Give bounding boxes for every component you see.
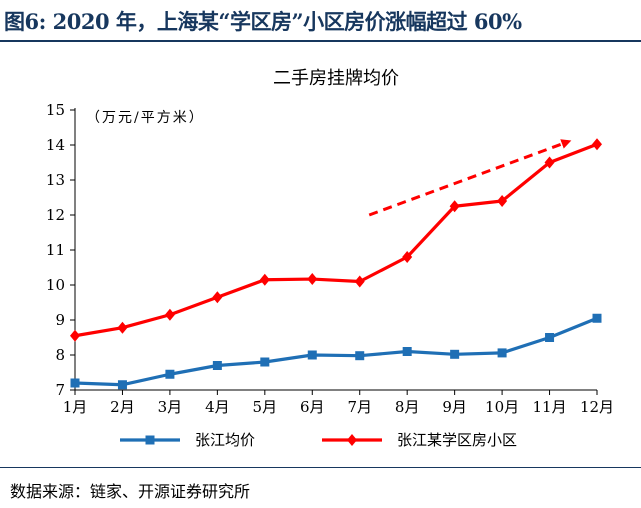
series-0: [70, 313, 602, 390]
x-tick-label: 10月: [485, 398, 519, 416]
data-point: [70, 329, 80, 342]
y-axis-unit-label: （万元/平方米）: [86, 110, 205, 126]
x-tick-label: 5月: [253, 398, 278, 416]
data-point: [70, 378, 80, 388]
x-tick-label: 2月: [110, 398, 135, 416]
data-point: [212, 361, 222, 370]
x-tick-label: 9月: [442, 398, 467, 416]
series-layer: [70, 138, 602, 390]
figure-title: 图6: 2020 年，上海某“学区房”小区房价涨幅超过 60%: [4, 9, 522, 34]
y-tick-label: 14: [46, 136, 65, 154]
data-point: [117, 380, 127, 390]
y-tick-label: 10: [46, 276, 65, 294]
x-tick-label: 12月: [580, 398, 614, 416]
data-point: [497, 348, 507, 358]
data-point: [354, 275, 365, 288]
y-tick-label: 15: [46, 101, 65, 119]
legend-label: 张江均价: [195, 431, 255, 449]
series-line: [74, 142, 598, 338]
y-tick-label: 11: [46, 241, 65, 259]
legend: 张江均价 张江某学区房小区: [120, 431, 517, 449]
data-point: [164, 308, 175, 321]
legend-item: 张江均价: [120, 431, 255, 449]
x-tick-label: 7月: [347, 398, 372, 416]
x-tick-label: 6月: [300, 398, 325, 416]
legend-label: 张江某学区房小区: [397, 431, 517, 449]
chart-title: 二手房挂牌均价: [273, 68, 399, 89]
data-point: [260, 357, 270, 367]
y-tick-label: 9: [55, 311, 65, 329]
x-tick-label: 1月: [63, 398, 88, 416]
x-tick-label: 11月: [532, 398, 566, 416]
data-point: [592, 138, 602, 151]
data-point: [402, 251, 413, 263]
data-point: [259, 273, 270, 286]
data-point: [212, 291, 223, 304]
legend-marker: [145, 435, 155, 445]
data-point: [497, 195, 508, 207]
x-tick-label: 8月: [395, 398, 420, 416]
trend-arrow-line: [368, 139, 572, 217]
data-point: [449, 200, 460, 213]
source-divider: [0, 467, 641, 468]
data-point: [545, 333, 555, 342]
y-tick-label: 8: [55, 346, 65, 364]
data-point: [307, 350, 317, 360]
legend-item: 张江某学区房小区: [322, 431, 517, 449]
trend-arrow: [368, 139, 572, 217]
source-note: 数据来源：链家、开源证券研究所: [10, 482, 251, 501]
data-point: [450, 349, 460, 359]
series-1: [70, 138, 602, 342]
data-point: [544, 156, 555, 169]
series-line: [74, 316, 598, 387]
data-point: [402, 347, 412, 356]
y-tick-label: 13: [46, 171, 65, 189]
axes: 7 8 9 10 11 12 13 14 15 1月 2月 3月 4月 5月 6月 7月 8月 9月 10月 11月 1…: [46, 101, 614, 416]
title-divider: [0, 40, 641, 42]
data-point: [355, 351, 365, 361]
y-tick-label: 12: [46, 206, 65, 224]
data-point: [165, 369, 175, 379]
legend-marker: [347, 434, 357, 446]
data-point: [592, 313, 602, 323]
y-tick-label: 7: [55, 381, 65, 399]
x-tick-label: 3月: [158, 398, 183, 416]
x-tick-label: 4月: [205, 398, 230, 416]
data-point: [307, 273, 318, 286]
data-point: [117, 321, 128, 334]
